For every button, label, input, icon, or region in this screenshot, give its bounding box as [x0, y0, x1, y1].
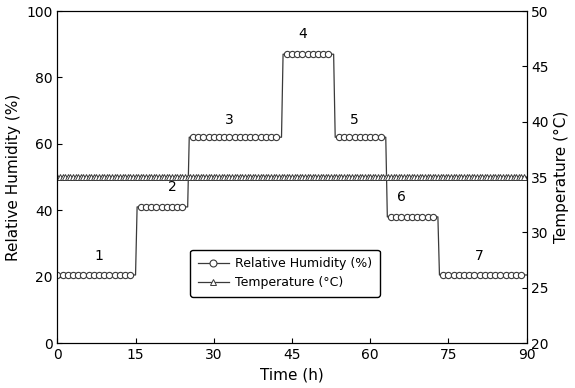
Text: 7: 7	[475, 249, 484, 263]
Text: 5: 5	[350, 113, 359, 127]
Legend: Relative Humidity (%), Temperature (°C): Relative Humidity (%), Temperature (°C)	[190, 250, 380, 297]
Text: 3: 3	[225, 113, 234, 127]
Y-axis label: Relative Humidity (%): Relative Humidity (%)	[6, 94, 21, 261]
Text: 1: 1	[95, 249, 103, 263]
Y-axis label: Temperature (°C): Temperature (°C)	[554, 111, 569, 243]
Text: 2: 2	[168, 180, 177, 194]
X-axis label: Time (h): Time (h)	[260, 367, 324, 383]
Text: 4: 4	[298, 27, 306, 41]
Text: 6: 6	[397, 190, 406, 204]
